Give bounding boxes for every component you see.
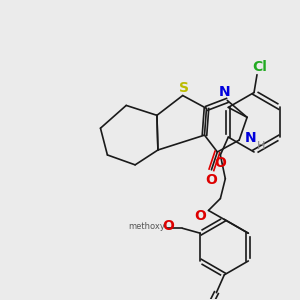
Text: methoxy: methoxy (128, 222, 165, 231)
Text: O: O (206, 173, 218, 187)
Text: O: O (214, 156, 226, 170)
Text: H: H (257, 141, 265, 151)
Text: N: N (245, 131, 257, 145)
Text: S: S (179, 81, 189, 94)
Text: O: O (163, 219, 175, 233)
Text: O: O (195, 209, 206, 224)
Text: N: N (218, 85, 230, 98)
Text: Cl: Cl (253, 60, 267, 74)
